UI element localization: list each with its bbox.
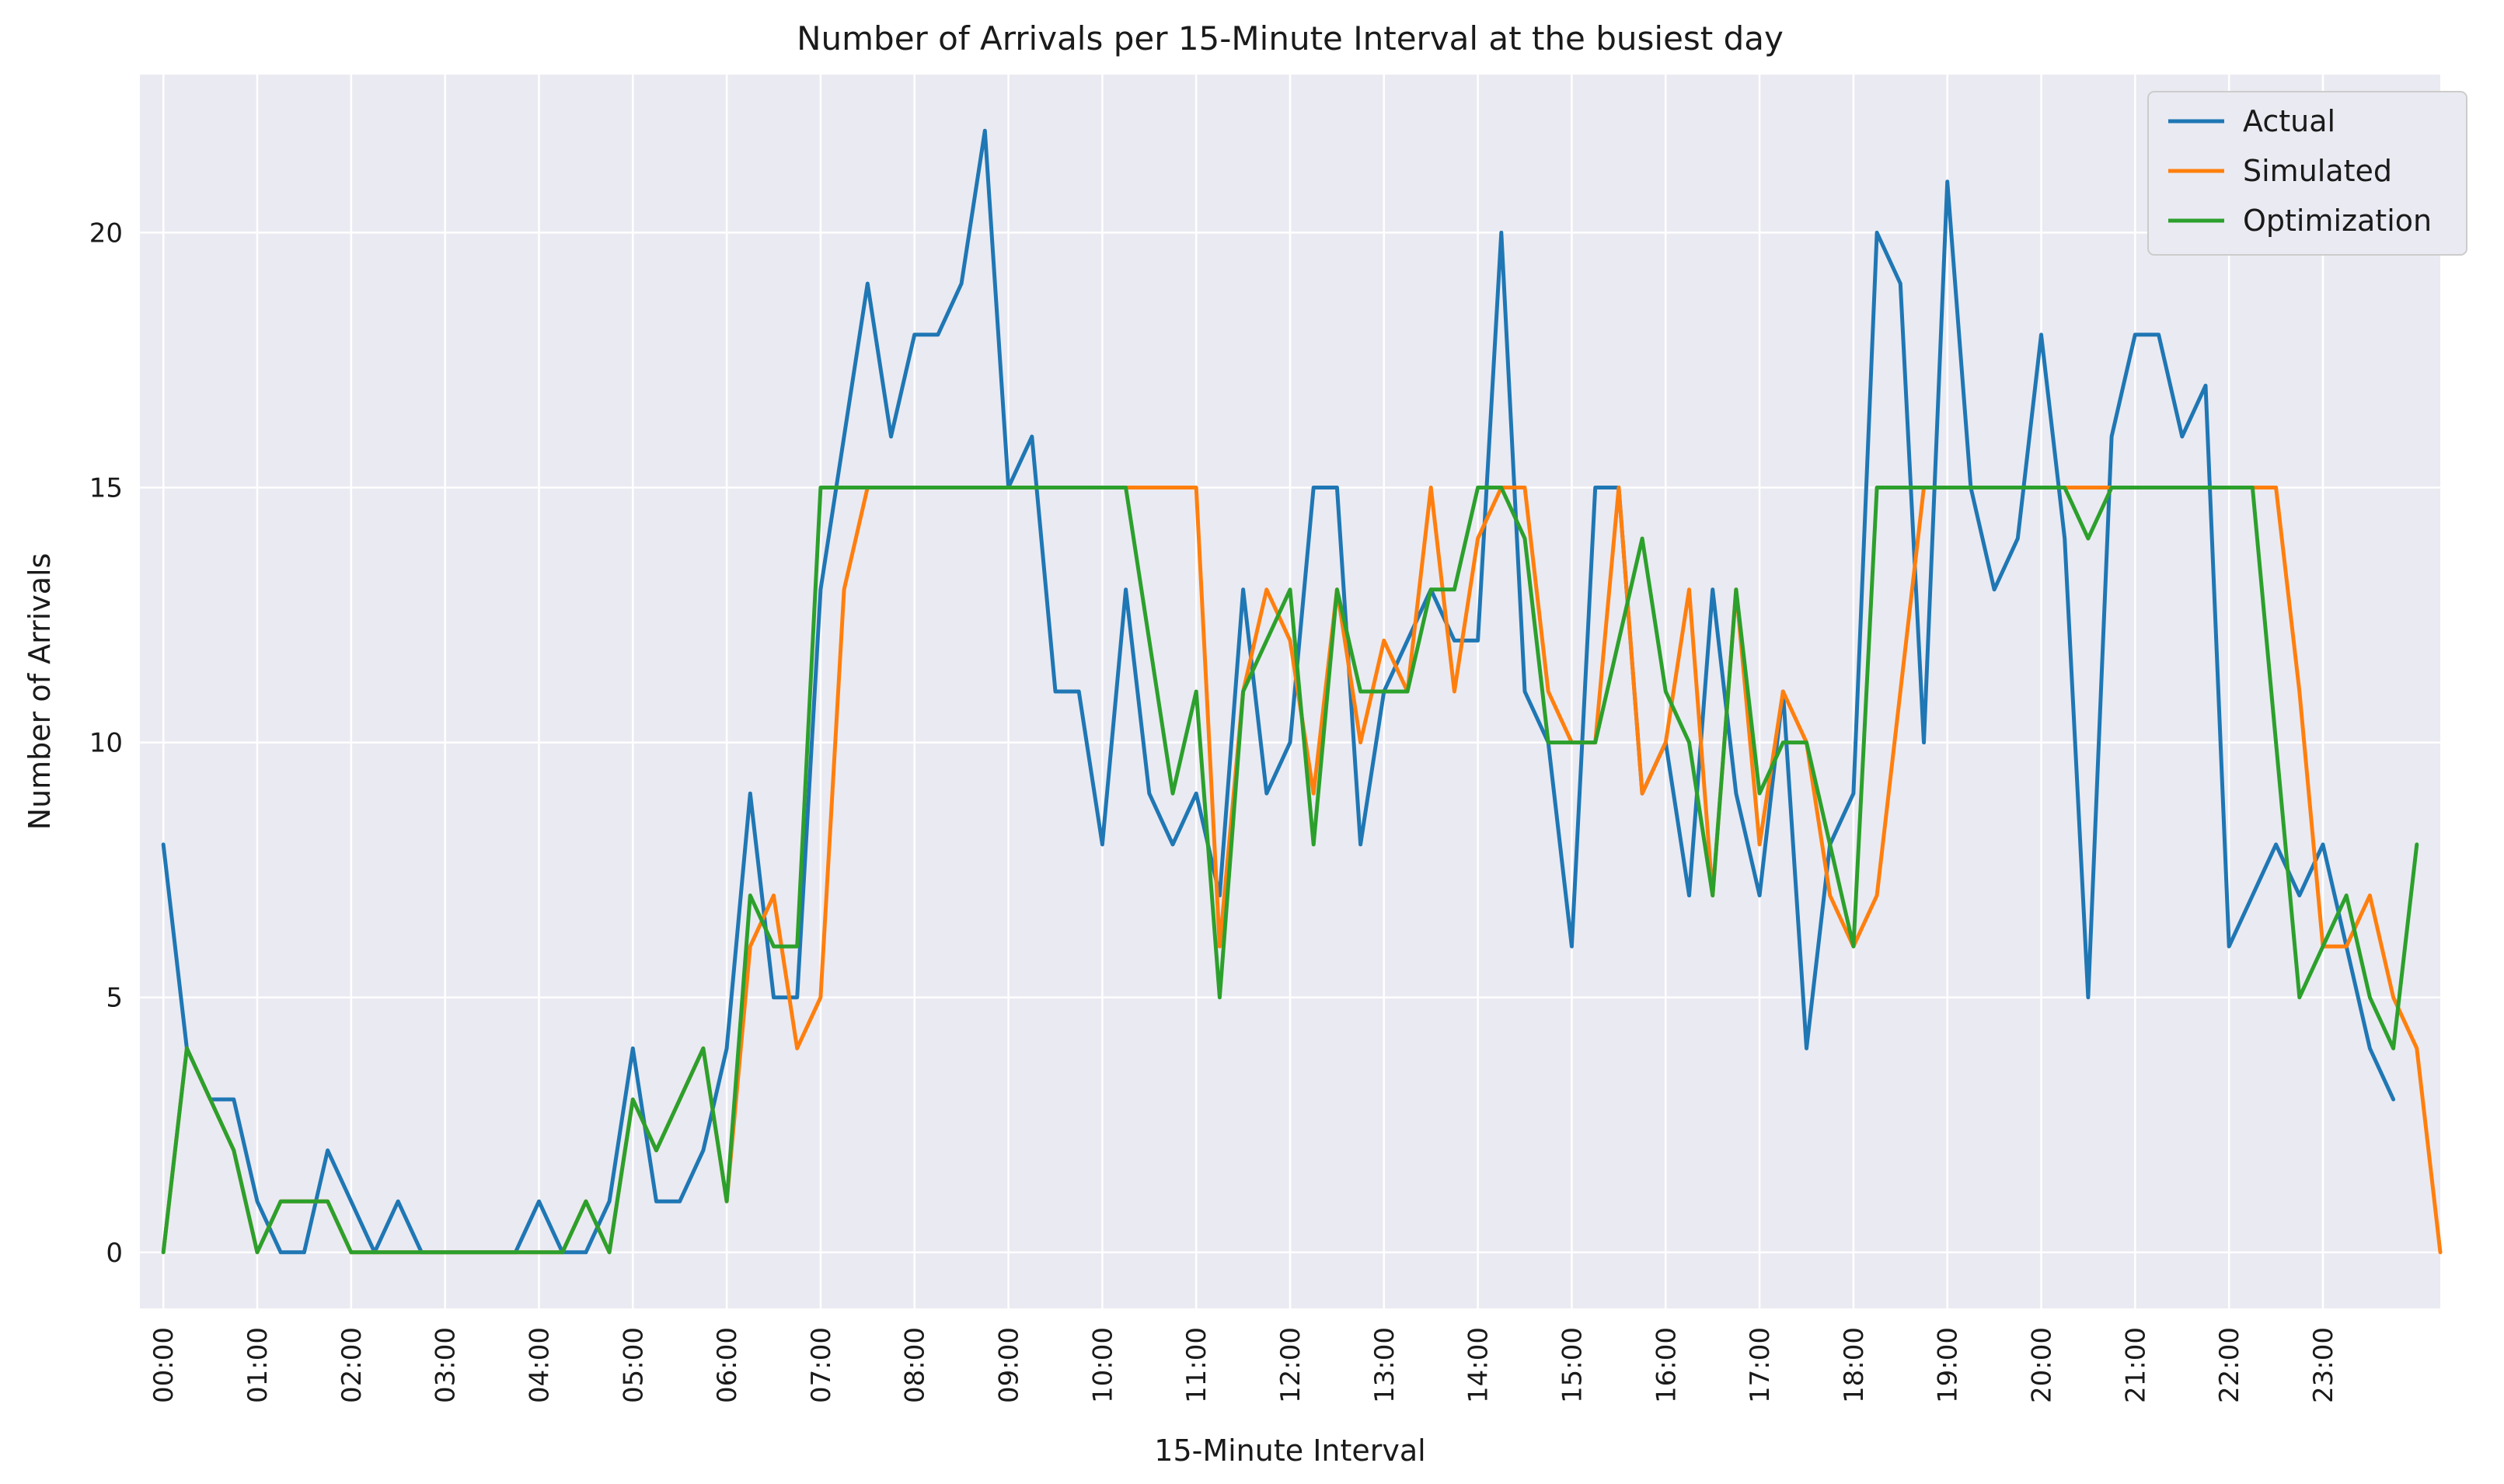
x-tick-label: 03:00 [431,1327,462,1403]
legend-label: Actual [2243,104,2335,138]
grid-lines [140,75,2440,1308]
x-tick-label: 16:00 [1651,1327,1682,1403]
y-tick-label: 0 [106,1238,123,1269]
x-tick-label: 04:00 [524,1327,555,1403]
y-tick-label: 5 [106,983,123,1014]
series-line-optimization [161,486,2419,1255]
x-tick-label: 14:00 [1463,1327,1494,1403]
series-line-actual [161,128,2396,1255]
x-tick-label: 21:00 [2120,1327,2151,1403]
x-tick-label: 13:00 [1369,1327,1400,1403]
x-tick-label: 17:00 [1745,1327,1776,1403]
x-tick-label: 12:00 [1275,1327,1306,1403]
x-tick-label: 09:00 [994,1327,1025,1403]
x-tick-label: 08:00 [900,1327,931,1403]
x-tick-label: 19:00 [1933,1327,1964,1403]
x-tick-label: 05:00 [618,1327,649,1403]
x-tick-label: 02:00 [337,1327,368,1403]
y-tick-label: 20 [89,218,123,249]
y-tick-label: 15 [89,473,123,504]
x-tick-label: 06:00 [712,1327,743,1403]
series-lines [161,128,2443,1255]
legend: Actual Simulated Optimization [2147,91,2467,256]
legend-label: Optimization [2243,204,2432,238]
chart-title: Number of Arrivals per 15-Minute Interva… [797,19,1784,57]
x-tick-label: 23:00 [2308,1327,2339,1403]
x-tick-label: 15:00 [1557,1327,1588,1403]
legend-box [2147,91,2467,256]
x-tick-label: 07:00 [806,1327,837,1403]
x-tick-label: 01:00 [242,1327,274,1403]
x-tick-label: 18:00 [1839,1327,1870,1403]
x-tick-label: 00:00 [148,1327,180,1403]
legend-label: Simulated [2243,154,2392,188]
x-axis-label: 15-Minute Interval [1154,1433,1425,1468]
x-tick-label: 11:00 [1181,1327,1212,1403]
y-axis-label: Number of Arrivals [23,553,57,831]
y-tick-label: 10 [89,728,123,759]
x-tick-label: 22:00 [2214,1327,2245,1403]
tick-labels: 00:00 01:00 02:00 03:00 04:00 05:00 06:00 07:00… [89,218,2339,1403]
x-tick-label: 20:00 [2027,1327,2058,1403]
x-tick-label: 10:00 [1087,1327,1118,1403]
